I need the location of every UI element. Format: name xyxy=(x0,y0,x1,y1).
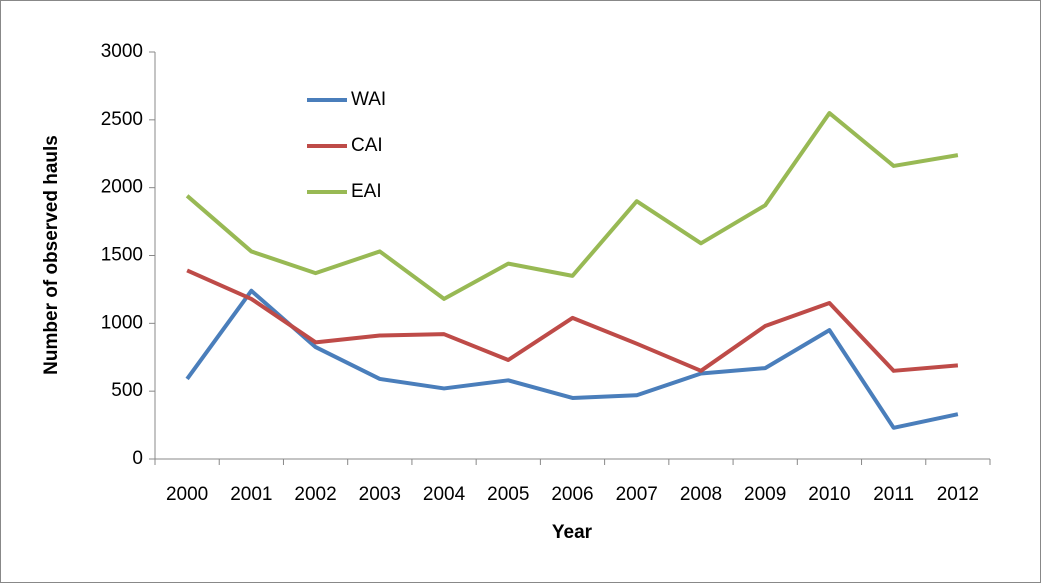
x-tick-label: 2003 xyxy=(359,484,401,505)
line-series xyxy=(185,111,959,301)
y-tick-label: 0 xyxy=(132,448,143,469)
y-tick-label: 500 xyxy=(111,380,143,401)
x-tick-label: 2001 xyxy=(230,484,272,505)
x-axis-title: Year xyxy=(552,522,593,543)
x-tick-label: 2000 xyxy=(166,484,208,505)
x-tick-label: 2004 xyxy=(423,484,466,505)
x-tick-label: 2005 xyxy=(487,484,529,505)
y-tick-label: 2500 xyxy=(101,109,143,130)
x-tick-label: 2002 xyxy=(294,484,336,505)
x-tick-label: 2012 xyxy=(937,484,979,505)
x-tick-label: 2007 xyxy=(616,484,658,505)
y-tick-label: 1500 xyxy=(101,245,143,266)
x-tick-label: 2011 xyxy=(873,484,914,505)
y-axis-title: Number of observed hauls xyxy=(41,135,62,375)
x-tick-label: 2009 xyxy=(744,484,786,505)
y-tick-label: 1000 xyxy=(101,312,143,333)
x-tick-label: 2010 xyxy=(808,484,850,505)
legend-label: EAI xyxy=(351,181,382,202)
x-tick-label: 2006 xyxy=(551,484,593,505)
legend-label: WAI xyxy=(351,89,386,110)
line-series xyxy=(185,288,959,430)
y-tick-label: 2000 xyxy=(101,177,143,198)
line-series xyxy=(186,268,959,373)
y-tick-label: 3000 xyxy=(101,41,143,62)
x-tick-label: 2008 xyxy=(680,484,722,505)
legend-label: CAI xyxy=(351,135,383,156)
